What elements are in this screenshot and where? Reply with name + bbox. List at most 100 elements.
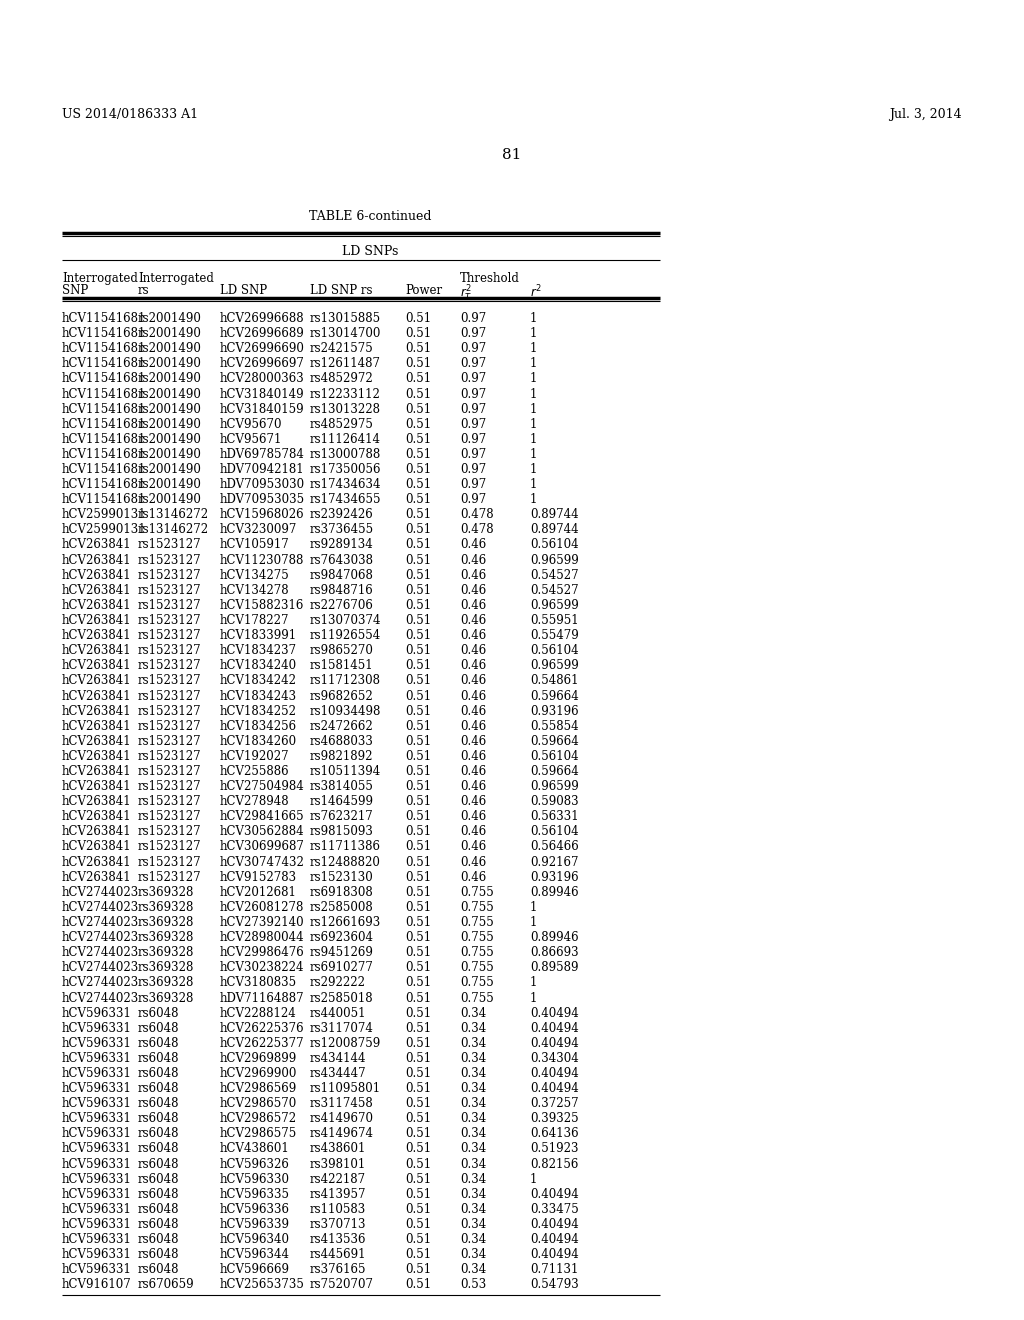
- Text: rs6048: rs6048: [138, 1218, 179, 1232]
- Text: 0.82156: 0.82156: [530, 1158, 579, 1171]
- Text: hCV25990131: hCV25990131: [62, 524, 146, 536]
- Text: 1: 1: [530, 358, 538, 371]
- Text: LD SNP: LD SNP: [220, 284, 267, 297]
- Text: 1: 1: [530, 433, 538, 446]
- Text: 0.46: 0.46: [460, 719, 486, 733]
- Text: 0.55854: 0.55854: [530, 719, 579, 733]
- Text: rs2001490: rs2001490: [138, 403, 202, 416]
- Text: hCV95670: hCV95670: [220, 417, 283, 430]
- Text: hCV596340: hCV596340: [220, 1233, 290, 1246]
- Text: 0.92167: 0.92167: [530, 855, 579, 869]
- Text: 0.89744: 0.89744: [530, 524, 579, 536]
- Text: 0.97: 0.97: [460, 372, 486, 385]
- Text: 0.40494: 0.40494: [530, 1249, 579, 1261]
- Text: rs2001490: rs2001490: [138, 433, 202, 446]
- Text: SNP: SNP: [62, 284, 88, 297]
- Text: 0.34304: 0.34304: [530, 1052, 579, 1065]
- Text: 0.59664: 0.59664: [530, 689, 579, 702]
- Text: 0.51: 0.51: [406, 494, 431, 506]
- Text: 1: 1: [530, 916, 538, 929]
- Text: hCV134275: hCV134275: [220, 569, 290, 582]
- Text: rs6048: rs6048: [138, 1067, 179, 1080]
- Text: hCV29986476: hCV29986476: [220, 946, 305, 960]
- Text: hCV26225376: hCV26225376: [220, 1022, 304, 1035]
- Text: hCV2744023: hCV2744023: [62, 900, 139, 913]
- Text: hCV1834252: hCV1834252: [220, 705, 297, 718]
- Text: hCV26996688: hCV26996688: [220, 312, 304, 325]
- Text: 0.93196: 0.93196: [530, 705, 579, 718]
- Text: 0.46: 0.46: [460, 855, 486, 869]
- Text: hCV263841: hCV263841: [62, 614, 132, 627]
- Text: 0.51: 0.51: [406, 403, 431, 416]
- Text: rs11712308: rs11712308: [310, 675, 381, 688]
- Text: rs440051: rs440051: [310, 1007, 367, 1019]
- Text: 0.51: 0.51: [406, 1067, 431, 1080]
- Text: 0.51: 0.51: [406, 825, 431, 838]
- Text: hCV596331: hCV596331: [62, 1007, 132, 1019]
- Text: rs1523130: rs1523130: [310, 871, 374, 883]
- Text: 0.46: 0.46: [460, 810, 486, 824]
- Text: rs4149674: rs4149674: [310, 1127, 374, 1140]
- Text: 0.51: 0.51: [406, 916, 431, 929]
- Text: rs2276706: rs2276706: [310, 599, 374, 612]
- Text: 0.51: 0.51: [406, 1082, 431, 1096]
- Text: 0.51: 0.51: [406, 766, 431, 777]
- Text: $r_T^2$: $r_T^2$: [460, 284, 472, 304]
- Text: 0.46: 0.46: [460, 659, 486, 672]
- Text: 0.51: 0.51: [406, 689, 431, 702]
- Text: hCV11541681: hCV11541681: [62, 433, 146, 446]
- Text: 0.46: 0.46: [460, 705, 486, 718]
- Text: hCV263841: hCV263841: [62, 659, 132, 672]
- Text: hCV26996689: hCV26996689: [220, 327, 305, 341]
- Text: hCV596331: hCV596331: [62, 1158, 132, 1171]
- Text: rs9865270: rs9865270: [310, 644, 374, 657]
- Text: rs: rs: [138, 284, 150, 297]
- Text: hCV596335: hCV596335: [220, 1188, 290, 1201]
- Text: rs1523127: rs1523127: [138, 719, 202, 733]
- Text: 0.54793: 0.54793: [530, 1278, 579, 1291]
- Text: 0.755: 0.755: [460, 931, 494, 944]
- Text: Jul. 3, 2014: Jul. 3, 2014: [890, 108, 962, 121]
- Text: 0.34: 0.34: [460, 1263, 486, 1276]
- Text: hCV2744023: hCV2744023: [62, 991, 139, 1005]
- Text: 0.56104: 0.56104: [530, 825, 579, 838]
- Text: 0.51: 0.51: [406, 900, 431, 913]
- Text: 0.34: 0.34: [460, 1113, 486, 1125]
- Text: rs2001490: rs2001490: [138, 463, 202, 477]
- Text: 0.51: 0.51: [406, 1263, 431, 1276]
- Text: 0.46: 0.46: [460, 825, 486, 838]
- Text: hCV11230788: hCV11230788: [220, 553, 304, 566]
- Text: rs1464599: rs1464599: [310, 795, 374, 808]
- Text: 0.59664: 0.59664: [530, 766, 579, 777]
- Text: rs9848716: rs9848716: [310, 583, 374, 597]
- Text: 0.755: 0.755: [460, 900, 494, 913]
- Text: 0.34: 0.34: [460, 1188, 486, 1201]
- Text: 1: 1: [530, 342, 538, 355]
- Text: hCV263841: hCV263841: [62, 630, 132, 642]
- Text: 0.51: 0.51: [406, 1172, 431, 1185]
- Text: 0.53: 0.53: [460, 1278, 486, 1291]
- Text: hCV596331: hCV596331: [62, 1218, 132, 1232]
- Text: 0.51: 0.51: [406, 388, 431, 400]
- Text: hCV263841: hCV263841: [62, 841, 132, 854]
- Text: hCV26996690: hCV26996690: [220, 342, 305, 355]
- Text: 0.97: 0.97: [460, 494, 486, 506]
- Text: 0.46: 0.46: [460, 599, 486, 612]
- Text: LD SNPs: LD SNPs: [342, 246, 398, 257]
- Text: rs1523127: rs1523127: [138, 825, 202, 838]
- Text: 0.97: 0.97: [460, 358, 486, 371]
- Text: hCV596344: hCV596344: [220, 1249, 290, 1261]
- Text: rs6048: rs6048: [138, 1022, 179, 1035]
- Text: 0.55479: 0.55479: [530, 630, 579, 642]
- Text: hDV70953030: hDV70953030: [220, 478, 305, 491]
- Text: 1: 1: [530, 478, 538, 491]
- Text: 0.96599: 0.96599: [530, 553, 579, 566]
- Text: rs13015885: rs13015885: [310, 312, 381, 325]
- Text: hCV263841: hCV263841: [62, 689, 132, 702]
- Text: 0.96599: 0.96599: [530, 599, 579, 612]
- Text: rs292222: rs292222: [310, 977, 366, 990]
- Text: rs2001490: rs2001490: [138, 388, 202, 400]
- Text: rs6048: rs6048: [138, 1263, 179, 1276]
- Text: rs1523127: rs1523127: [138, 750, 202, 763]
- Text: 0.51: 0.51: [406, 810, 431, 824]
